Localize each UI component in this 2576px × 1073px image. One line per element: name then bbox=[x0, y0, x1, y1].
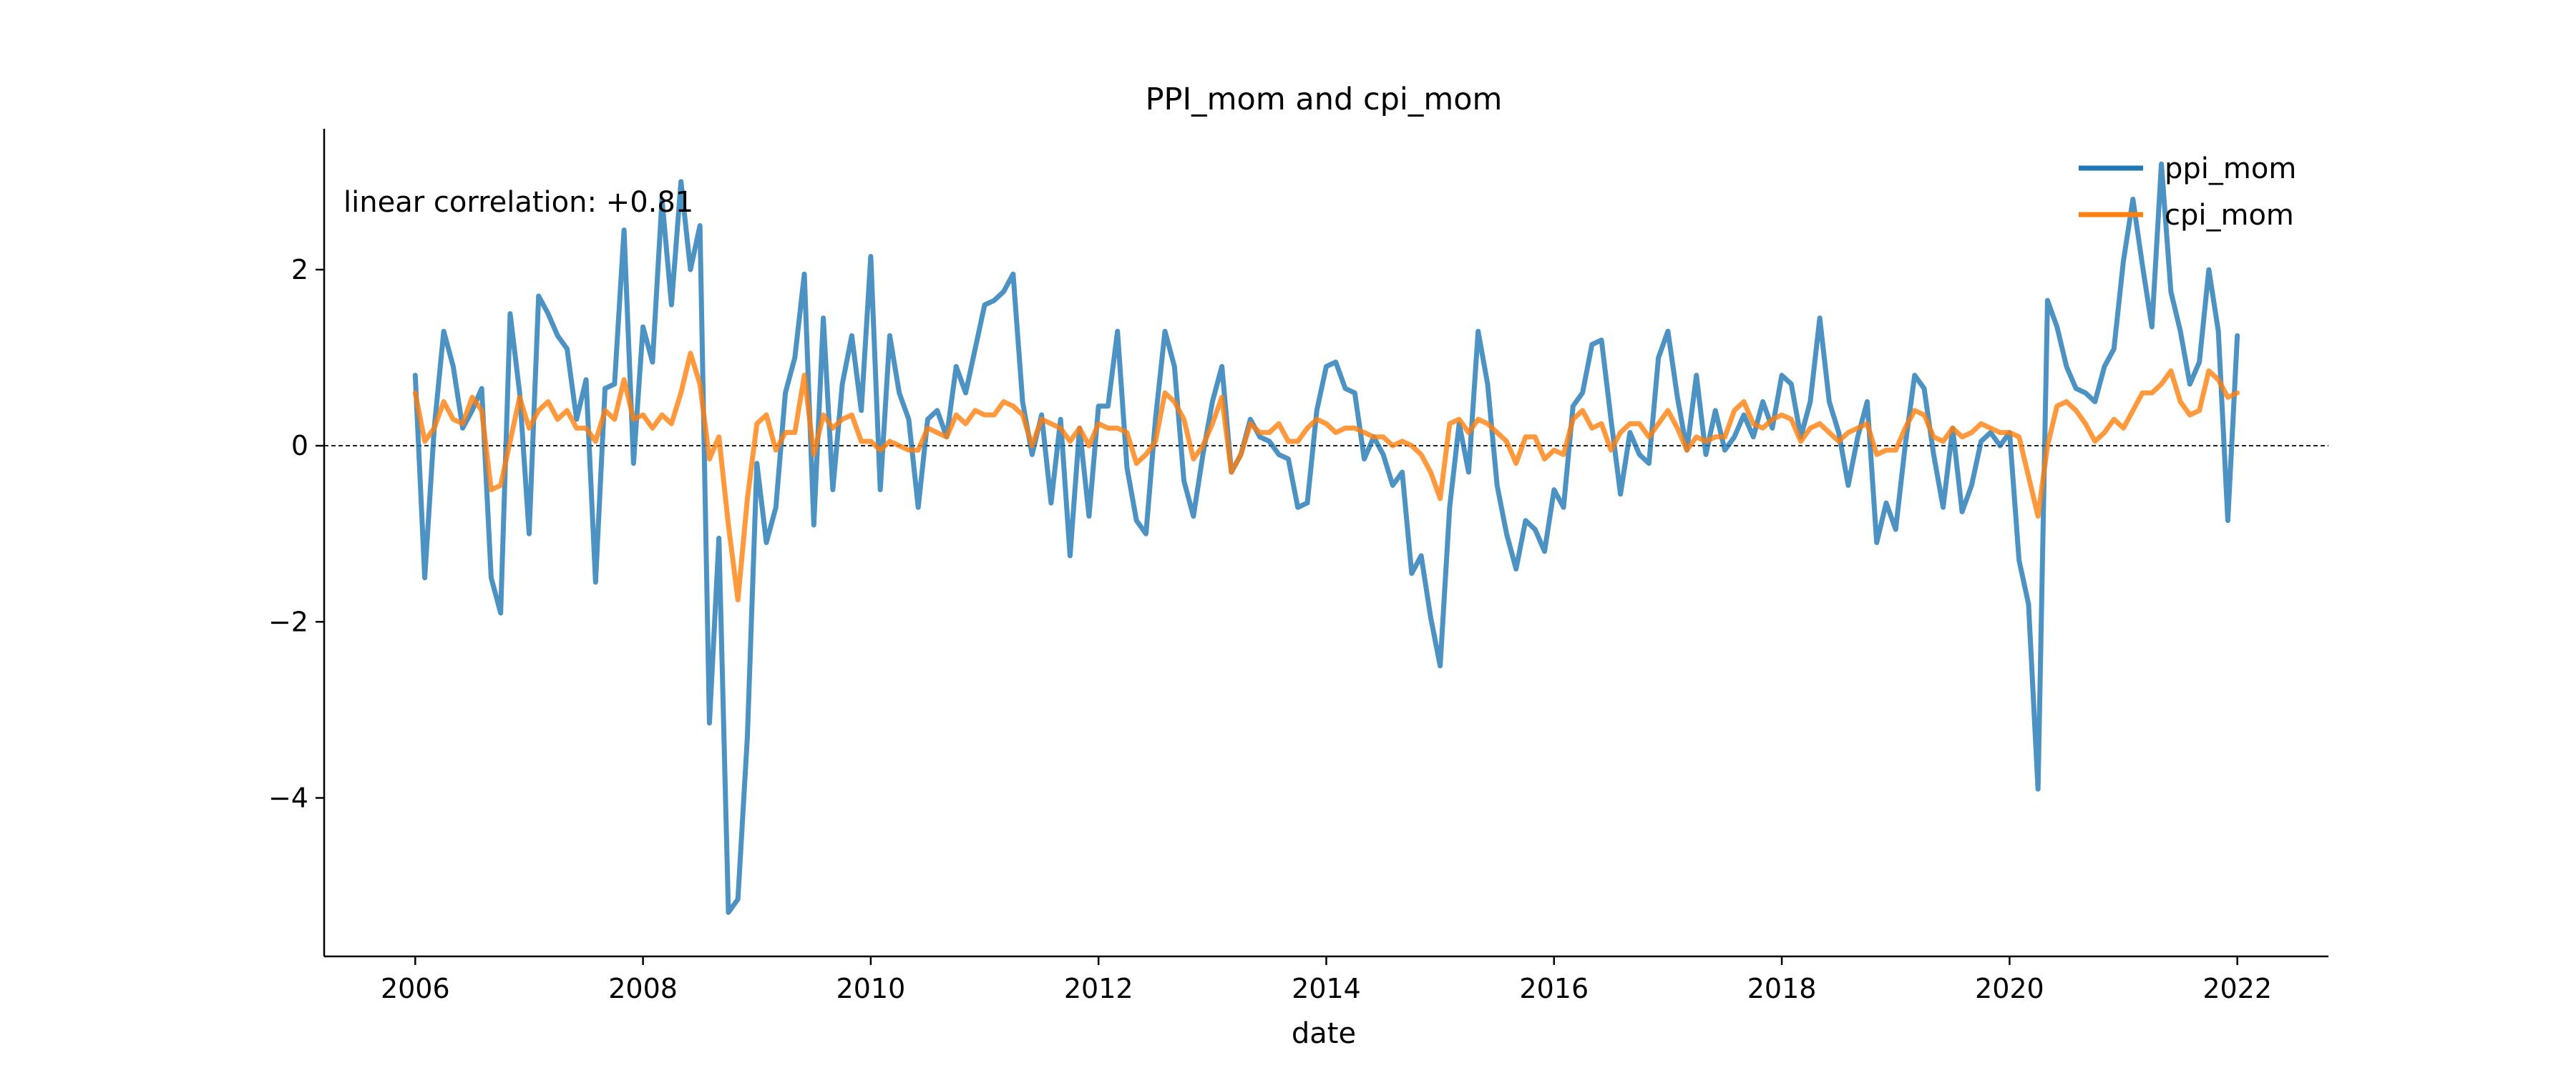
chart-title: PPI_mom and cpi_mom bbox=[1146, 82, 1503, 117]
series-layer bbox=[412, 161, 2240, 915]
legend-label-ppi-mom: ppi_mom bbox=[2165, 152, 2296, 185]
correlation-annotation: linear correlation: +0.81 bbox=[343, 186, 693, 219]
legend-label-cpi-mom: cpi_mom bbox=[2165, 199, 2294, 232]
x-tick-label: 2006 bbox=[381, 973, 450, 1004]
x-tick-label: 2022 bbox=[2202, 973, 2272, 1004]
x-tick-label: 2018 bbox=[1747, 973, 1817, 1004]
x-tick-label: 2012 bbox=[1064, 973, 1133, 1004]
x-tick-label: 2020 bbox=[1975, 973, 2044, 1004]
x-tick-label: 2016 bbox=[1519, 973, 1589, 1004]
y-tick-label: −4 bbox=[268, 782, 308, 813]
x-tick-label: 2010 bbox=[836, 973, 906, 1004]
series-line-ppi-mom bbox=[412, 161, 2240, 915]
legend: ppi_mom cpi_mom bbox=[2079, 152, 2296, 232]
x-axis-label: date bbox=[1292, 1017, 1356, 1050]
x-tick-label: 2008 bbox=[608, 973, 678, 1004]
y-ticks: −4 −2 0 2 bbox=[268, 254, 324, 813]
series-line-cpi-mom bbox=[412, 351, 2240, 603]
x-tick-label: 2014 bbox=[1292, 973, 1361, 1004]
y-tick-label: 0 bbox=[291, 430, 308, 461]
y-tick-label: −2 bbox=[268, 606, 308, 637]
x-ticks: 2006 2008 2010 2012 2014 2016 2018 2020 2022 bbox=[381, 956, 2272, 1004]
y-tick-label: 2 bbox=[291, 254, 308, 285]
